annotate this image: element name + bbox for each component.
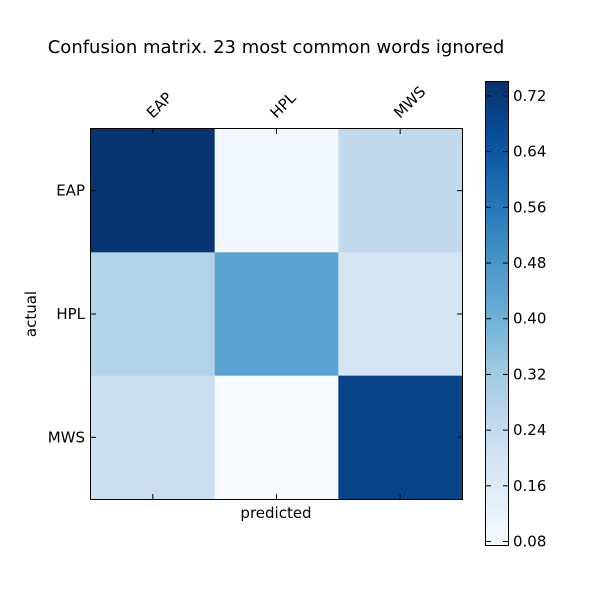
heatmap-cell-mws-mws bbox=[338, 375, 463, 500]
heatmap-cell-mws-eap bbox=[91, 375, 216, 500]
heatmap-cell-mws-hpl bbox=[214, 375, 339, 500]
y-tick-label: EAP bbox=[56, 182, 85, 200]
y-tick-label: MWS bbox=[48, 428, 85, 446]
chart-title: Confusion matrix. 23 most common words i… bbox=[48, 37, 505, 58]
y-axis-label: actual bbox=[22, 291, 40, 337]
heatmap-cells bbox=[91, 129, 463, 500]
colorbar-tick-label: 0.72 bbox=[513, 87, 546, 105]
x-tick-label: EAP bbox=[143, 89, 176, 122]
heatmap-cell-eap-eap bbox=[91, 129, 216, 253]
colorbar-tick-label: 0.56 bbox=[513, 198, 546, 216]
heatmap-cell-hpl-hpl bbox=[214, 252, 339, 377]
colorbar-tick-label: 0.16 bbox=[513, 477, 546, 495]
x-tick-label: MWS bbox=[390, 83, 429, 122]
x-tick-label: HPL bbox=[267, 88, 300, 121]
heatmap-cell-eap-mws bbox=[338, 129, 463, 253]
plot-frame bbox=[90, 128, 463, 500]
heatmap-cell-hpl-eap bbox=[91, 252, 216, 377]
x-axis-label: predicted bbox=[240, 504, 311, 522]
colorbar-tick-label: 0.08 bbox=[513, 533, 546, 551]
y-tick-labels: EAP HPL MWS bbox=[48, 182, 86, 447]
colorbar-tick-label: 0.40 bbox=[513, 310, 546, 328]
colorbar-tick-label: 0.24 bbox=[513, 421, 546, 439]
axis-ticks bbox=[91, 129, 462, 499]
colorbar-ticks: 0.08 0.16 0.24 0.32 0.40 0.48 0.56 0.64 0.72 bbox=[486, 87, 546, 551]
heatmap-cell-hpl-mws bbox=[338, 252, 463, 377]
colorbar bbox=[485, 81, 509, 546]
colorbar-tick-label: 0.48 bbox=[513, 254, 546, 272]
heatmap-cell-eap-hpl bbox=[214, 129, 339, 253]
y-tick-label: HPL bbox=[56, 305, 85, 323]
colorbar-tick-label: 0.64 bbox=[513, 143, 546, 161]
colorbar-tick-label: 0.32 bbox=[513, 365, 546, 383]
x-tick-labels: EAP HPL MWS bbox=[143, 83, 429, 122]
